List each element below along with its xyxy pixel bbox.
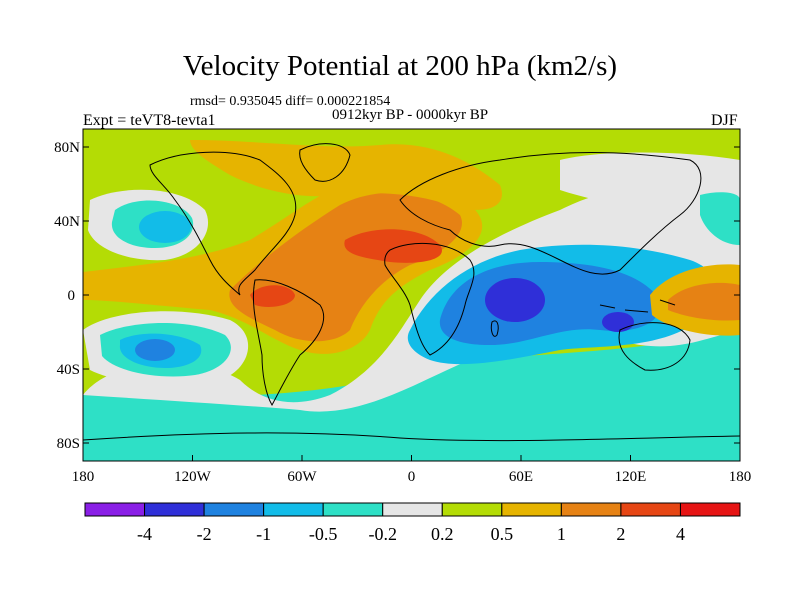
- colorbar-swatch: [84, 502, 146, 517]
- lat-label-80n: 80N: [54, 140, 80, 156]
- colorbar: -4 -2 -1 -0.5 -0.2 0.2 0.5 1 2 4: [84, 502, 741, 544]
- lon-label-60e: 60E: [509, 469, 533, 485]
- season-label: DJF: [711, 112, 738, 129]
- lon-label-0: 0: [408, 469, 416, 485]
- colorbar-swatch: [382, 502, 443, 517]
- stats-text: rmsd= 0.935045 diff= 0.000221854: [190, 94, 391, 109]
- colorbar-label: -1: [256, 524, 271, 544]
- coastlines: [83, 143, 740, 442]
- x-ticks: [82, 455, 741, 461]
- colorbar-swatch: [322, 502, 384, 517]
- lat-label-40s: 40S: [57, 362, 80, 378]
- lon-label-120e: 120E: [615, 469, 647, 485]
- colorbar-label: 0.5: [491, 524, 514, 544]
- experiment-label: Expt = teVT8-tevta1: [83, 112, 216, 129]
- chart-title: Velocity Potential at 200 hPa (km2/s): [182, 50, 618, 82]
- colorbar-label: -4: [137, 524, 152, 544]
- colorbar-label: -0.5: [309, 524, 338, 544]
- lat-label-80s: 80S: [57, 436, 80, 452]
- colorbar-label: 2: [616, 524, 625, 544]
- subtitle-text: 0912kyr BP - 0000kyr BP: [331, 107, 489, 123]
- colorbar-label: 1: [557, 524, 566, 544]
- colorbar-swatch: [620, 502, 681, 517]
- colorbar-swatch: [560, 502, 622, 517]
- colorbar-label: -2: [197, 524, 212, 544]
- colorbar-swatch: [263, 502, 324, 517]
- colorbar-swatch: [501, 502, 562, 517]
- colorbar-label: 0.2: [431, 524, 454, 544]
- colorbar-swatch: [679, 502, 741, 517]
- lon-label-60w: 60W: [287, 469, 317, 485]
- y-ticks: [83, 146, 740, 444]
- colorbar-swatch: [144, 502, 205, 517]
- colorbar-label: 4: [676, 524, 685, 544]
- contour-field: [83, 129, 740, 461]
- lon-label-120w: 120W: [174, 469, 212, 485]
- lat-label-0: 0: [68, 288, 76, 304]
- lat-label-40n: 40N: [54, 214, 80, 230]
- colorbar-swatch: [203, 502, 265, 517]
- colorbar-swatch: [441, 502, 503, 517]
- colorbar-label: -0.2: [368, 524, 397, 544]
- lon-label-180w: 180: [72, 469, 95, 485]
- lon-label-180e: 180: [729, 469, 752, 485]
